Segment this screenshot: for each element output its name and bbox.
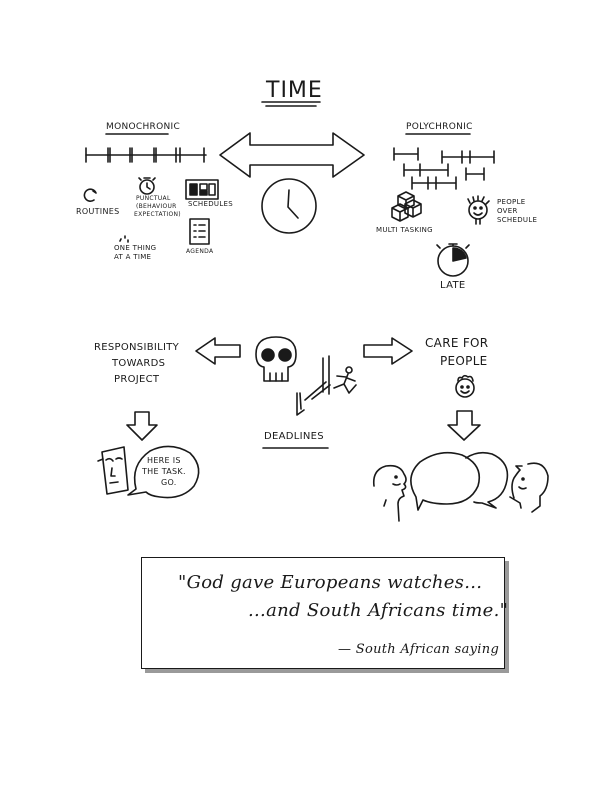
multitasking-boxes-icon [391, 191, 422, 222]
punctual-label-line2: (BEHAVIOUR [136, 203, 177, 210]
speech-line3: GO. [161, 478, 177, 487]
speech-line1: HERE IS [147, 456, 181, 465]
double-arrow [219, 132, 365, 178]
responsibility-label-line2: TOWARDS [112, 358, 166, 369]
schedules-label: SCHEDULES [188, 200, 233, 208]
person-right [509, 462, 549, 513]
one-thing-label: ONE THING [114, 244, 157, 252]
people-over-schedule-label-line3: SCHEDULE [497, 216, 538, 224]
person-left [372, 464, 407, 522]
multitasking-label: MULTI TASKING [376, 226, 433, 234]
responsibility-label-line3: PROJECT [114, 374, 160, 385]
late-label: LATE [440, 280, 466, 291]
speech-bubble-left [410, 451, 481, 511]
schedules-icon [185, 179, 219, 200]
quote-attribution: — South African saying [338, 642, 500, 657]
person-face-icon [467, 195, 490, 225]
punctual-label: PUNCTUAL [136, 195, 171, 202]
agenda-label: AGENDA [186, 248, 214, 255]
happy-face-icon [455, 374, 475, 398]
deadlines-label: DEADLINES [264, 431, 324, 442]
stopwatch-icon [138, 177, 156, 195]
quote-line2: ...and South Africans time." [248, 600, 509, 621]
polychronic-heading: POLYCHRONIC [406, 122, 473, 132]
monochronic-timeline [85, 147, 207, 163]
quote-line1: "God gave Europeans watches... [178, 572, 483, 593]
routines-label: ROUTINES [76, 207, 120, 216]
agenda-icon [189, 218, 210, 245]
people-over-schedule-label: PEOPLE [497, 198, 526, 206]
punctual-label-line3: EXPECTATION) [134, 211, 181, 218]
conversation-icon [372, 451, 549, 522]
target-icon [119, 235, 129, 243]
care-label-line2: PEOPLE [440, 354, 488, 368]
clock-icon [261, 178, 317, 234]
monochronic-heading: MONOCHRONIC [106, 122, 181, 132]
down-arrow-right [447, 410, 481, 441]
manager-head-icon [97, 446, 129, 495]
speech-line2: THE TASK. [142, 467, 186, 476]
skull-icon [255, 336, 297, 382]
speech-bubble [127, 445, 200, 499]
left-arrow [195, 337, 241, 365]
quote-box [141, 557, 505, 669]
polychronic-timeline [393, 147, 495, 190]
right-arrow [363, 337, 413, 365]
late-stopwatch-icon [436, 243, 470, 277]
title-underline [261, 101, 321, 107]
care-label: CARE FOR [425, 336, 489, 350]
routines-icon [83, 188, 97, 202]
one-thing-label-line2: AT A TIME [114, 253, 152, 261]
down-arrow-left [126, 411, 158, 441]
speech-bubble-right [465, 451, 509, 509]
page-title: TIME [266, 78, 323, 103]
responsibility-label: RESPONSIBILITY [94, 342, 180, 353]
deadline-runner-icon [296, 355, 357, 416]
people-over-schedule-label-line2: OVER [497, 207, 518, 215]
